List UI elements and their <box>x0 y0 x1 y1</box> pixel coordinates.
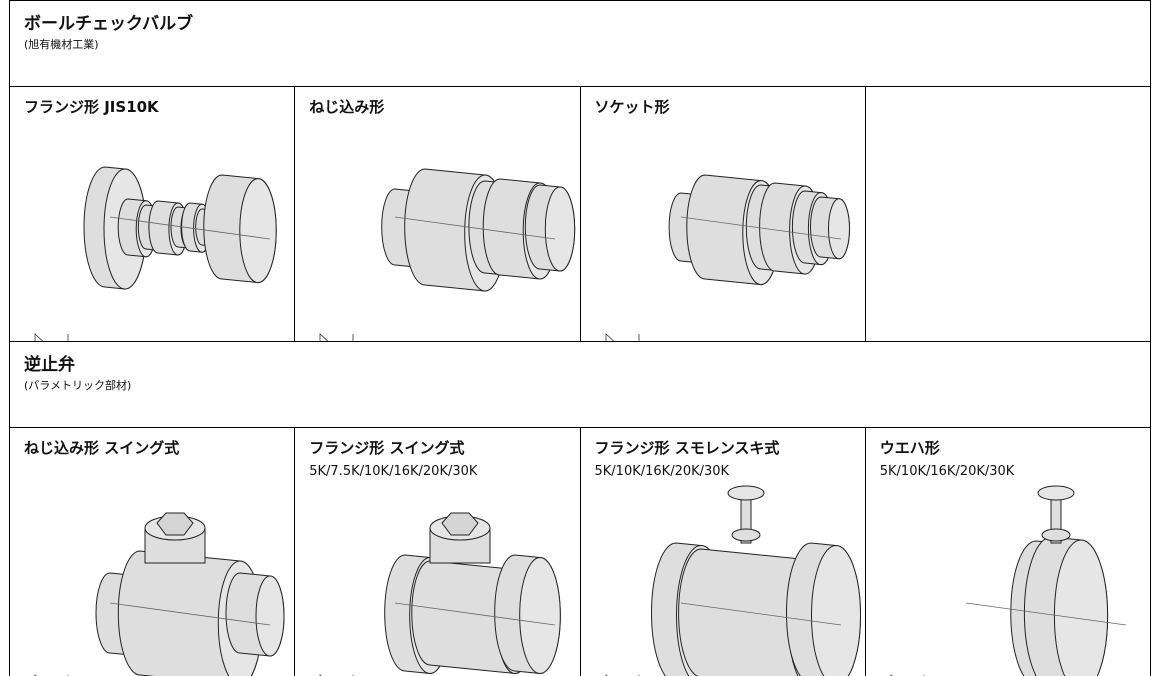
item-row: フランジ形 JIS10K ねじ込み形 ソケット形 <box>8 86 1152 342</box>
axis-line <box>965 602 1126 626</box>
valve-figure <box>605 485 861 676</box>
valve-face <box>239 178 277 284</box>
item-row: ねじ込み形 スイング式 フランジ形 スイング式 5K/7.5K/10K/16K/20… <box>8 427 1152 676</box>
item-label: ウエハ形 <box>879 439 940 457</box>
item-cell: フランジ形 スモレンスキ式 5K/10K/16K/20K/30K <box>579 427 866 676</box>
item-content: ウエハ形 5K/10K/16K/20K/30K <box>866 428 1150 676</box>
section-row: ボールチェックバルブ (旭有機材工業) <box>9 0 1151 87</box>
item-content: フランジ形 スモレンスキ式 5K/10K/16K/20K/30K <box>581 428 865 676</box>
item-spec: 5K/7.5K/10K/16K/20K/30K <box>309 464 478 479</box>
item-cell: フランジ形 スイング式 5K/7.5K/10K/16K/20K/30K <box>294 427 581 676</box>
valve-drawing <box>381 168 576 292</box>
valve-nut <box>441 512 479 536</box>
item-cell: ねじ込み形 スイング式 <box>8 427 296 676</box>
valve-figure <box>605 174 850 341</box>
item-label: フランジ形 スモレンスキ式 <box>594 439 780 457</box>
item-content: フランジ形 スイング式 5K/7.5K/10K/16K/20K/30K <box>295 428 579 676</box>
valve-figure <box>34 512 285 676</box>
valve-drawing <box>965 485 1126 676</box>
item-content: ソケット形 <box>581 87 865 341</box>
axis-line <box>395 602 556 626</box>
valve-gland <box>731 528 760 542</box>
item-cell <box>864 86 1152 342</box>
axis-line <box>680 602 841 626</box>
item-spec: 5K/10K/16K/20K/30K <box>879 464 1015 479</box>
valve-face <box>1053 539 1108 676</box>
item-label: ねじ込み形 <box>309 98 385 116</box>
valve-drawing <box>650 485 861 676</box>
item-cell: ソケット形 <box>579 86 866 342</box>
item-cell: ウエハ形 5K/10K/16K/20K/30K <box>864 427 1152 676</box>
valve-nut <box>156 512 194 536</box>
item-label: フランジ形 スイング式 <box>309 439 465 457</box>
north-symbol <box>319 333 354 341</box>
item-content: フランジ形 JIS10K <box>10 87 294 341</box>
valve-face <box>255 575 285 657</box>
section-subtitle: (パラメトリック部材) <box>24 379 132 392</box>
item-label: ソケット形 <box>594 98 670 116</box>
axis-line <box>395 216 556 240</box>
valve-face <box>810 545 861 676</box>
valve-drawing <box>384 512 562 675</box>
north-symbol <box>34 333 69 341</box>
catalog-table: ボールチェックバルブ (旭有機材工業) フランジ形 JIS10K ねじ込み形 ソケット形… <box>8 0 1152 676</box>
valve-drawing <box>95 512 285 676</box>
axis-line <box>109 216 271 240</box>
item-cell: フランジ形 JIS10K <box>8 86 296 342</box>
section-title: ボールチェックバルブ <box>24 14 194 34</box>
section-title: 逆止弁 <box>24 355 75 375</box>
valve-figure <box>890 485 1126 676</box>
item-content: ねじ込み形 <box>295 87 579 341</box>
north-symbol <box>605 333 639 341</box>
section-subtitle: (旭有機材工業) <box>24 38 99 51</box>
valve-gland <box>1041 528 1071 542</box>
valve-figure <box>34 166 277 341</box>
item-spec: 5K/10K/16K/20K/30K <box>594 464 730 479</box>
item-content <box>866 87 1150 341</box>
valve-figure <box>319 512 562 676</box>
axis-line <box>109 602 271 626</box>
valve-face <box>827 198 850 260</box>
valve-figure <box>319 168 576 341</box>
item-label: フランジ形 JIS10K <box>24 98 159 116</box>
item-cell: ねじ込み形 <box>294 86 581 342</box>
item-content: ねじ込み形 スイング式 <box>10 428 294 676</box>
valve-face <box>519 557 562 674</box>
valve-handwheel <box>1037 485 1075 501</box>
section-header: 逆止弁 (パラメトリック部材) <box>9 341 1151 428</box>
valve-face <box>545 186 576 272</box>
section-header: ボールチェックバルブ (旭有機材工業) <box>9 0 1151 87</box>
item-label: ねじ込み形 スイング式 <box>24 439 180 457</box>
valve-drawing <box>668 174 850 286</box>
section-row: 逆止弁 (パラメトリック部材) <box>9 341 1151 428</box>
axis-line <box>680 216 841 240</box>
valve-handwheel <box>727 485 764 501</box>
valve-drawing <box>83 166 277 290</box>
